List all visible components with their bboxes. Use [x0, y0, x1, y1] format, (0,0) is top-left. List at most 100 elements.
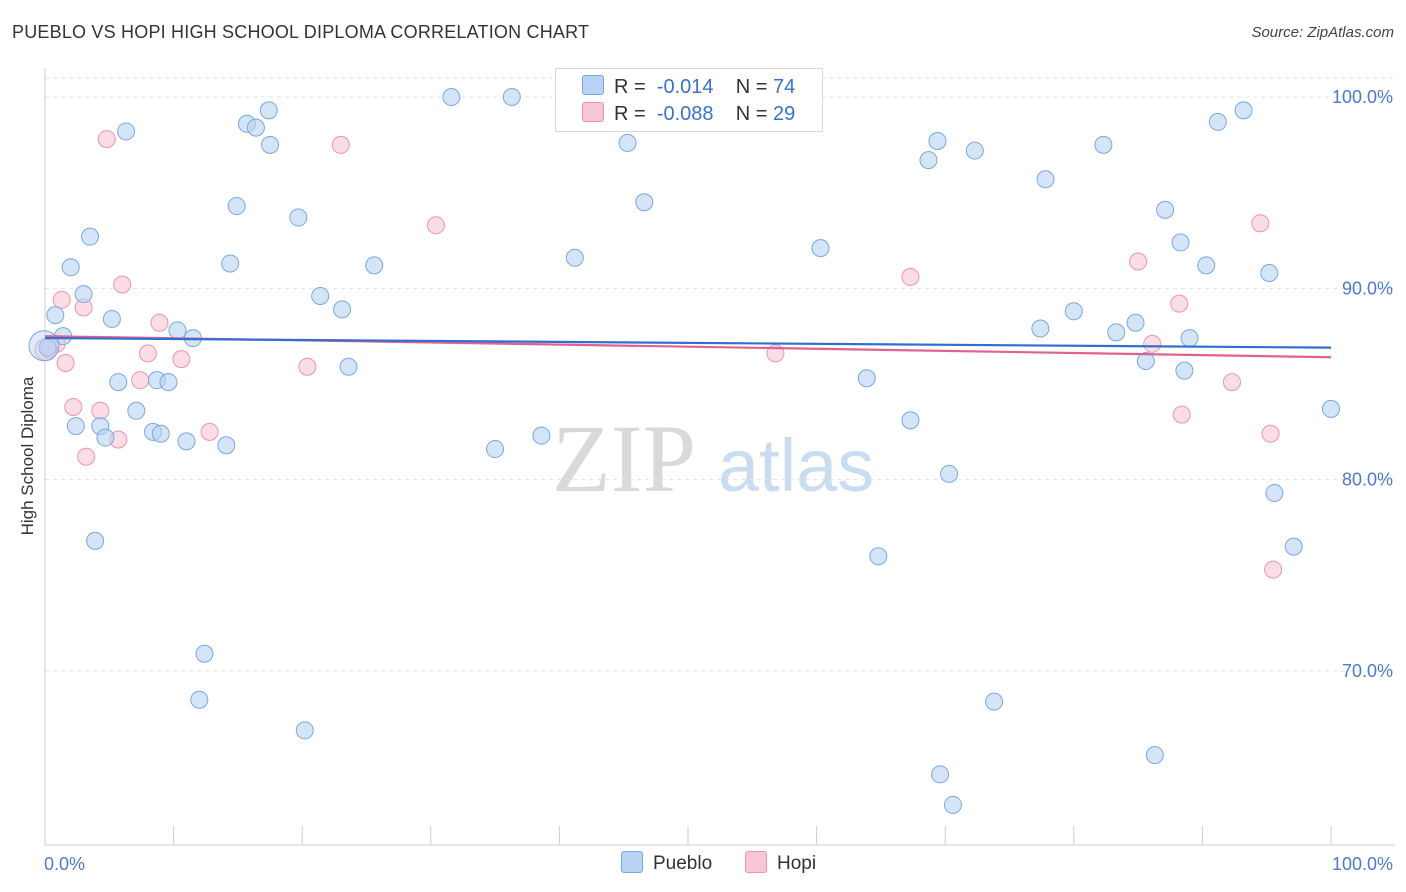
- hopi-point-16: [298, 357, 317, 376]
- hopi-point-18: [426, 216, 445, 235]
- y-tick-labels: 70.0% 80.0% 90.0% 100.0%: [1332, 87, 1393, 681]
- legend-item-pueblo[interactable]: Pueblo: [621, 851, 712, 875]
- hopi-point-4: [64, 397, 83, 416]
- hopi-point-27: [1261, 424, 1280, 443]
- pueblo-point-22: [195, 644, 214, 663]
- x-tick-labels: 0.0% 100.0%: [44, 854, 1393, 874]
- pueblo-point-71: [1284, 537, 1303, 556]
- hopi-point-3: [56, 353, 75, 372]
- pueblo-point-36: [442, 88, 461, 106]
- pueblo-point-69: [1260, 264, 1279, 283]
- pueblo-r-label: R =: [614, 76, 646, 98]
- pueblo-point-67: [1208, 112, 1227, 131]
- pueblo-point-5: [74, 285, 93, 304]
- pueblo-point-11: [109, 373, 128, 392]
- pueblo-point-33: [333, 300, 352, 319]
- legend-pueblo-swatch: [621, 851, 643, 873]
- hopi-point-28: [1264, 560, 1283, 579]
- pueblo-point-31: [295, 721, 314, 740]
- hopi-point-12: [138, 344, 157, 363]
- pueblo-point-19: [177, 432, 196, 451]
- pueblo-point-39: [532, 426, 551, 445]
- hopi-point-22: [1143, 334, 1162, 353]
- watermark-atlas: atlas: [718, 424, 874, 507]
- pueblo-point-35: [365, 256, 384, 275]
- hopi-point-13: [150, 313, 169, 332]
- hopi-swatch: [582, 102, 604, 122]
- pueblo-point-60: [1136, 352, 1155, 371]
- axes: [44, 68, 1395, 846]
- hopi-point-2: [52, 290, 71, 309]
- pueblo-point-45: [869, 547, 888, 566]
- stats-legend: R = -0.014 N = 74 R = -0.088 N = 29: [555, 68, 823, 132]
- legend-hopi-swatch: [745, 851, 767, 873]
- pueblo-point-48: [928, 132, 947, 151]
- hopi-point-11: [131, 371, 150, 390]
- pueblo-point-27: [246, 118, 265, 137]
- pueblo-point-43: [811, 239, 830, 258]
- pueblo-point-24: [221, 254, 240, 273]
- pueblo-point-17: [159, 373, 178, 392]
- pueblo-point-40: [565, 248, 584, 267]
- pueblo-point-32: [311, 286, 330, 305]
- source-credit[interactable]: Source: ZipAtlas.com: [1251, 24, 1394, 41]
- hopi-r-label: R =: [614, 103, 646, 125]
- hopi-point-8: [97, 130, 116, 149]
- pueblo-point-51: [943, 795, 962, 814]
- pueblo-point-59: [1126, 313, 1145, 332]
- trend-lines: [44, 335, 1332, 359]
- pueblo-point-44: [857, 369, 876, 388]
- hopi-n-label: N =: [735, 103, 768, 125]
- x-tick-label-max: 100.0%: [1332, 854, 1393, 874]
- pueblo-point-61: [1145, 746, 1164, 765]
- pueblo-point-65: [1180, 329, 1199, 348]
- y-tick-label-70: 70.0%: [1342, 661, 1393, 681]
- hopi-point-25: [1222, 373, 1241, 392]
- hopi-point-24: [1172, 405, 1191, 424]
- pueblo-point-37: [486, 440, 505, 459]
- pueblo-trend-line: [44, 336, 1332, 349]
- pueblo-point-21: [190, 690, 209, 709]
- watermark-zip: ZIP: [552, 405, 696, 512]
- pueblo-point-53: [985, 692, 1004, 711]
- hopi-point-26: [1251, 214, 1270, 233]
- pueblo-point-6: [81, 227, 100, 246]
- pueblo-point-56: [1064, 302, 1083, 321]
- pueblo-point-57: [1094, 135, 1113, 154]
- pueblo-point-25: [227, 197, 246, 216]
- legend-item-hopi[interactable]: Hopi: [745, 851, 816, 875]
- hopi-point-15: [200, 422, 219, 441]
- pueblo-point-34: [339, 357, 358, 376]
- pueblo-point-28: [259, 101, 278, 120]
- legend-hopi-label: Hopi: [777, 853, 817, 874]
- hopi-point-21: [1129, 252, 1148, 271]
- pueblo-point-50: [940, 464, 959, 483]
- pueblo-point-47: [919, 151, 938, 170]
- pueblo-point-38: [502, 88, 521, 106]
- y-tick-label-100: 100.0%: [1332, 87, 1393, 107]
- hopi-point-7: [91, 401, 110, 420]
- series-legend: Pueblo Hopi: [0, 851, 1406, 877]
- hopi-point-17: [331, 135, 350, 154]
- pueblo-point-72: [1322, 399, 1340, 418]
- pueblo-point-7: [86, 531, 105, 550]
- pueblo-point-4: [66, 417, 85, 436]
- watermark: ZIP atlas: [552, 405, 874, 512]
- x-tick-label-min: 0.0%: [44, 854, 85, 874]
- pueblo-n-value: 74: [773, 76, 796, 98]
- legend-pueblo-label: Pueblo: [653, 853, 713, 874]
- pueblo-point-9: [96, 428, 115, 447]
- pueblo-point-64: [1175, 361, 1194, 380]
- hopi-r-value: -0.088: [656, 103, 714, 125]
- pueblo-point-23: [217, 436, 236, 455]
- pueblo-point-46: [901, 411, 920, 430]
- pueblo-point-12: [117, 122, 136, 141]
- hopi-n-value: 29: [773, 103, 796, 125]
- pueblo-point-41: [618, 133, 637, 152]
- chart-title: PUEBLO VS HOPI HIGH SCHOOL DIPLOMA CORRE…: [12, 22, 590, 42]
- pueblo-r-value: -0.014: [656, 76, 714, 98]
- pueblo-point-55: [1036, 170, 1055, 189]
- pueblo-swatch: [582, 75, 604, 95]
- hopi-point-10: [113, 275, 132, 294]
